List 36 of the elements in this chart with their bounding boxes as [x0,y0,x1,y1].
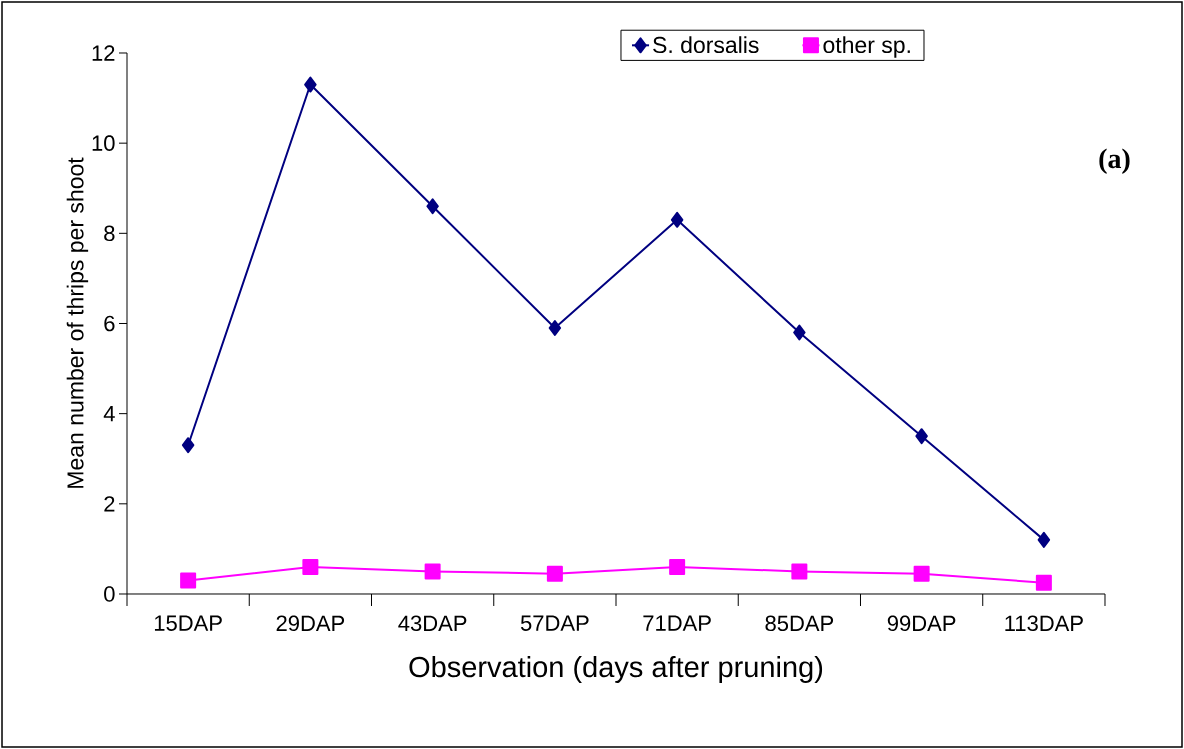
x-tick-label: 99DAP [887,615,956,632]
point [669,558,686,575]
x-tick-label: 85DAP [765,615,834,632]
y-tick-label: 12 [92,45,115,61]
y-tick-label: 2 [104,496,115,512]
x-tick-label: 71DAP [643,615,711,631]
point [546,565,563,582]
point [670,211,684,228]
annotation: (a) [1099,148,1130,174]
y-tick-label: 0 [104,586,115,602]
x-tick-label: 43DAP [398,615,467,632]
point [913,565,930,582]
y-tick-label: 4 [103,406,115,422]
legend-label: other sp. [823,36,910,58]
x-tick-label: 57DAP [520,615,589,631]
point [1037,531,1051,548]
x-tick-label: 113DAP [1005,615,1083,632]
point [426,198,439,215]
y-tick-label: 6 [104,315,115,332]
x-tick-label: 15DAP [154,615,222,631]
point [548,320,562,336]
y-tick-label: 8 [104,225,115,242]
point [302,558,319,575]
point [791,563,808,580]
y-tick-label: 10 [92,135,115,151]
legend-label: S. dorsalis [653,36,759,54]
point [424,563,441,580]
point [1035,574,1052,591]
point [304,76,317,93]
x-axis-title: Observation (days after pruning) [409,655,823,683]
point [793,324,806,341]
x-tick-label: 29DAP [276,615,345,632]
point [181,437,195,454]
y-axis-title: Mean number of thrips per shoot [66,157,89,488]
point [180,572,197,589]
point [915,428,928,445]
